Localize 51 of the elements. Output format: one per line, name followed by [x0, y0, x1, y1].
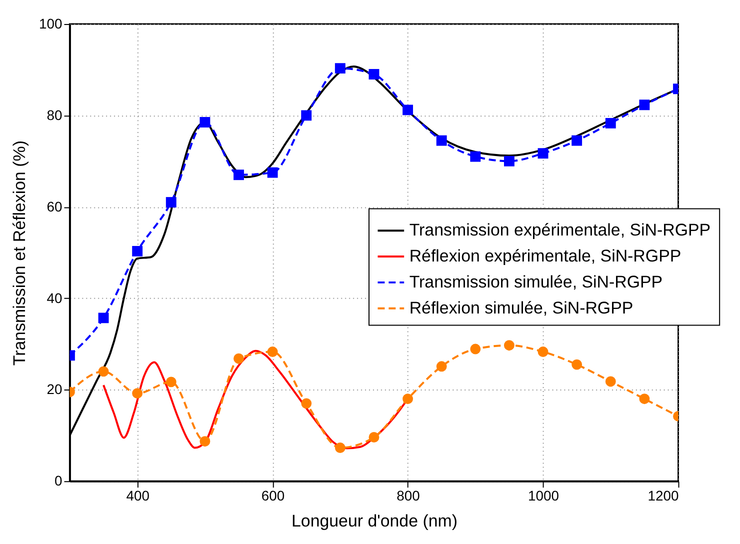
point — [605, 118, 616, 128]
point — [436, 361, 447, 372]
x-tick-label: 800 — [396, 488, 420, 504]
point — [605, 376, 616, 387]
point — [436, 135, 447, 146]
point — [572, 359, 582, 370]
point — [538, 346, 548, 357]
point — [368, 432, 380, 442]
point — [267, 346, 278, 357]
x-tick-label: 1200 — [648, 488, 679, 504]
point — [98, 312, 109, 324]
point — [301, 398, 312, 409]
x-tick-label: 1000 — [528, 488, 560, 504]
y-tick-label: 40 — [46, 290, 62, 306]
point — [234, 353, 244, 364]
point — [166, 197, 176, 208]
point — [234, 170, 244, 180]
point — [368, 69, 380, 80]
point — [200, 436, 210, 447]
point — [639, 100, 650, 110]
point — [301, 110, 312, 121]
point — [200, 117, 210, 128]
point — [470, 344, 481, 354]
x-tick-label: 400 — [126, 488, 150, 504]
point — [132, 388, 143, 399]
x-tick-label: 600 — [261, 488, 285, 504]
point — [334, 442, 346, 453]
point — [267, 167, 278, 178]
point — [639, 394, 650, 404]
x-axis-title: Longueur d'onde (nm) — [291, 511, 458, 530]
point — [572, 135, 582, 146]
point — [98, 366, 109, 377]
point — [470, 151, 481, 162]
point — [334, 63, 346, 74]
y-tick-label: 80 — [46, 106, 62, 123]
y-tick-label: 20 — [46, 381, 62, 398]
point — [402, 394, 414, 404]
point — [166, 376, 176, 388]
legend-label: Transmission simulée, SiN-RGPP — [409, 272, 663, 292]
legend-label: Transmission expérimentale, SiN-RGPP — [409, 220, 711, 240]
legend-label: Réflexion expérimentale, SiN-RGPP — [409, 246, 682, 266]
point — [402, 104, 414, 116]
y-tick-label: 60 — [46, 198, 62, 214]
y-axis-title: Transmission et Réflexion (%) — [10, 140, 30, 366]
point — [504, 156, 514, 166]
y-tick-label: 0 — [54, 472, 62, 489]
y-tick-label: 100 — [38, 15, 62, 32]
point — [538, 148, 548, 159]
point — [504, 340, 514, 351]
point — [132, 246, 143, 256]
legend-label: Réflexion simulée, SiN-RGPP — [409, 298, 634, 318]
